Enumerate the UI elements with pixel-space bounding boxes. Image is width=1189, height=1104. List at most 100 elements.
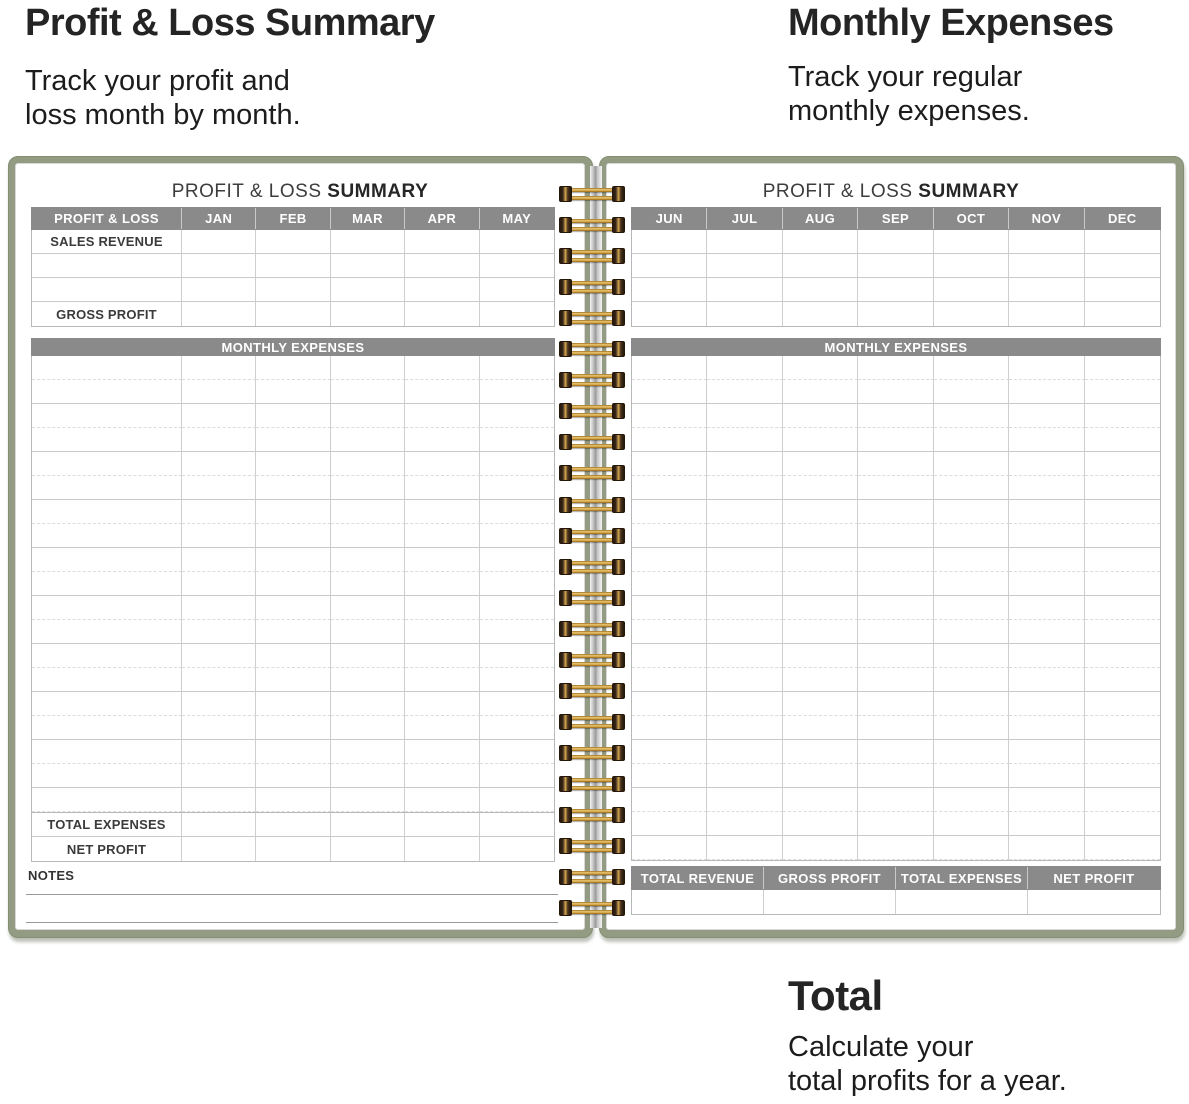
grid-cell xyxy=(405,620,480,644)
grid-cell xyxy=(405,476,480,500)
grid-cell xyxy=(1085,302,1160,326)
row-label-cell: SALES REVENUE xyxy=(32,230,182,254)
ring-hole-right xyxy=(612,589,625,606)
grid-cell xyxy=(933,620,1010,644)
grid-cell xyxy=(479,452,554,476)
grid-cell xyxy=(405,692,480,716)
grid-cell xyxy=(933,524,1010,548)
grid-cell xyxy=(1009,404,1085,428)
ring-hole-right xyxy=(612,248,625,265)
ring-wire xyxy=(566,622,618,627)
ring-wire xyxy=(566,785,618,790)
grid-cell xyxy=(182,644,257,668)
right-expenses-grid xyxy=(631,356,1161,861)
ring-wire xyxy=(566,840,618,845)
grid-cell xyxy=(256,620,331,644)
binding-ring-icon xyxy=(559,900,625,917)
grid-cell xyxy=(256,764,331,788)
grid-cell xyxy=(182,764,257,788)
grid-cell xyxy=(858,740,934,764)
binding-ring-icon xyxy=(559,217,625,234)
ring-hole-left xyxy=(559,838,572,855)
grid-cell xyxy=(330,572,406,596)
grid-cell xyxy=(1009,500,1085,524)
grid-cell xyxy=(182,596,257,620)
binding-ring-icon xyxy=(559,341,625,358)
ring-wire xyxy=(566,723,618,728)
grid-cell xyxy=(182,404,257,428)
grid-cell xyxy=(405,230,480,254)
grid-cell xyxy=(782,500,859,524)
grid-cell xyxy=(330,788,406,812)
grid-cell xyxy=(632,788,708,812)
grid-cell xyxy=(933,230,1010,254)
grid-cell xyxy=(858,380,934,404)
grid-cell xyxy=(1084,644,1160,668)
grid-cell xyxy=(707,788,783,812)
ring-hole-right xyxy=(612,682,625,699)
grid-cell xyxy=(256,813,331,837)
grid-cell xyxy=(256,716,331,740)
annotation-title-profit-loss: Profit & Loss Summary xyxy=(25,2,435,44)
grid-cell xyxy=(933,668,1010,692)
grid-cell xyxy=(32,740,182,764)
grid-cell xyxy=(182,476,257,500)
ring-hole-right xyxy=(612,465,625,482)
column-header-cell: JUL xyxy=(707,208,783,229)
binding-ring-icon xyxy=(559,869,625,886)
grid-cell xyxy=(32,596,182,620)
ring-hole-right xyxy=(612,651,625,668)
grid-cell xyxy=(707,764,783,788)
grid-cell xyxy=(330,476,406,500)
grid-cell xyxy=(330,764,406,788)
grid-cell xyxy=(632,428,708,452)
ring-hole-left xyxy=(559,341,572,358)
right-months-table-body xyxy=(631,230,1161,327)
grid-cell xyxy=(632,764,708,788)
grid-cell xyxy=(782,620,859,644)
ring-wire xyxy=(566,413,618,418)
grid-cell xyxy=(1084,428,1160,452)
grid-cell xyxy=(1084,692,1160,716)
grid-cell xyxy=(331,302,406,326)
notebook-page-right: PROFIT & LOSS SUMMARY JUN JUL AUG SEP OCT NOV… xyxy=(606,163,1176,930)
grid-cell xyxy=(32,764,182,788)
grid-cell xyxy=(782,836,859,860)
ring-wire xyxy=(566,312,618,317)
grid-cell xyxy=(256,404,331,428)
grid-cell xyxy=(405,837,480,861)
grid-cell xyxy=(1009,764,1085,788)
grid-cell xyxy=(182,620,257,644)
grid-cell xyxy=(1084,764,1160,788)
grid-cell xyxy=(933,254,1010,278)
grid-cell xyxy=(256,230,331,254)
grid-cell xyxy=(858,788,934,812)
ring-wire xyxy=(566,746,618,751)
grid-cell xyxy=(632,740,708,764)
binding-ring-icon xyxy=(559,651,625,668)
grid-cell xyxy=(707,716,783,740)
column-header-cell: PROFIT & LOSS xyxy=(32,208,182,229)
grid-cell xyxy=(256,692,331,716)
right-page-title: PROFIT & LOSS SUMMARY xyxy=(762,181,1020,202)
binding-ring-icon xyxy=(559,527,625,544)
grid-cell xyxy=(782,644,859,668)
ring-wire xyxy=(566,444,618,449)
grid-cell xyxy=(330,668,406,692)
grid-cell xyxy=(632,302,708,326)
right-summary-table: TOTAL REVENUE GROSS PROFIT TOTAL EXPENSES N… xyxy=(631,866,1161,915)
grid-cell xyxy=(32,668,182,692)
ring-wire xyxy=(566,599,618,604)
notes-line xyxy=(26,922,558,923)
grid-cell xyxy=(707,404,783,428)
grid-cell xyxy=(707,500,783,524)
ring-wire xyxy=(566,219,618,224)
grid-cell xyxy=(1084,380,1160,404)
grid-cell xyxy=(934,302,1010,326)
grid-cell xyxy=(1009,836,1085,860)
binding-ring-icon xyxy=(559,744,625,761)
ring-wire xyxy=(566,591,618,596)
row-label-cell: GROSS PROFIT xyxy=(32,302,182,326)
grid-cell xyxy=(933,356,1010,380)
grid-cell xyxy=(182,788,257,812)
